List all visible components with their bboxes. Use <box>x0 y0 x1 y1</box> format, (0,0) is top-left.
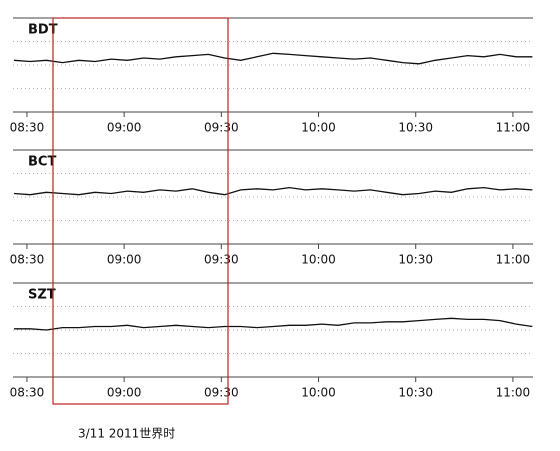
x-tick-label: 10:00 <box>301 121 336 135</box>
data-line <box>14 317 533 331</box>
x-tick-label: 11:00 <box>496 121 531 135</box>
x-tick-label: 08:30 <box>10 386 45 400</box>
x-tick-label: 10:30 <box>398 253 433 267</box>
x-tick-label: 08:30 <box>10 253 45 267</box>
data-line <box>13 186 533 196</box>
x-tick-label: 09:30 <box>204 386 239 400</box>
x-tick-label: 10:00 <box>301 253 336 267</box>
panel-title: BCT <box>28 155 56 170</box>
x-tick-label: 10:30 <box>398 121 433 135</box>
panel-title: SZT <box>28 288 56 303</box>
x-tick-label: 09:30 <box>204 253 239 267</box>
x-tick-label: 11:00 <box>496 253 531 267</box>
x-tick-label: 09:30 <box>204 121 239 135</box>
highlight-box <box>52 17 229 405</box>
data-line <box>13 52 533 65</box>
caption: 3/11 2011世界时 <box>78 427 175 441</box>
x-tick-label: 11:00 <box>496 386 531 400</box>
x-tick-label: 09:00 <box>107 253 142 267</box>
x-tick-label: 10:30 <box>398 386 433 400</box>
x-tick-label: 10:00 <box>301 386 336 400</box>
panel-title: BDT <box>28 23 58 38</box>
x-tick-label: 09:00 <box>107 121 142 135</box>
x-tick-label: 09:00 <box>107 386 142 400</box>
x-tick-label: 08:30 <box>10 121 45 135</box>
